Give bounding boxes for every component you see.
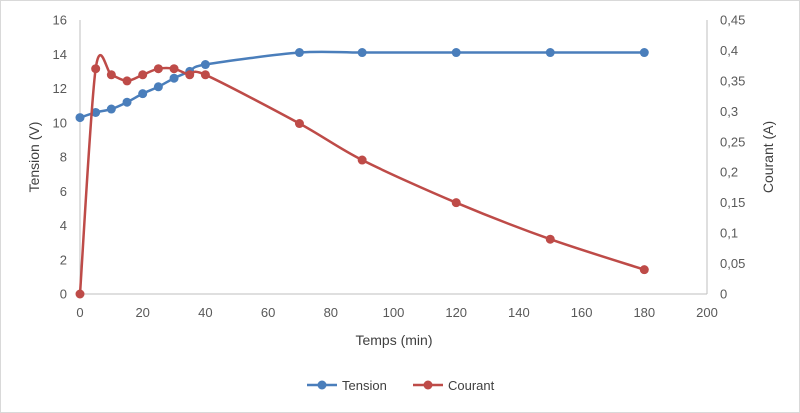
y2-tick-label: 0,25 (720, 134, 745, 149)
data-point-courant (153, 64, 163, 74)
x-tick-label: 180 (633, 305, 655, 320)
y-tick-label: 4 (60, 218, 67, 233)
x-tick-label: 80 (324, 305, 338, 320)
data-point-tension (106, 104, 116, 114)
y2-tick-label: 0 (720, 287, 727, 302)
series-courant (75, 54, 649, 299)
y2-tick-label: 0,45 (720, 13, 745, 28)
y2-axis-title: Courant (A) (760, 121, 776, 193)
legend-tension-marker (317, 380, 327, 390)
data-point-courant (169, 64, 179, 74)
x-tick-label: 160 (571, 305, 593, 320)
data-point-courant (185, 70, 195, 80)
x-tick-label: 0 (76, 305, 83, 320)
data-point-courant (451, 198, 461, 208)
y2-tick-label: 0,05 (720, 256, 745, 271)
data-point-courant (357, 155, 367, 165)
y-tick-label: 10 (53, 115, 67, 130)
axes: 0 20 40 60 80 100 120 140 160 180 2000246810121416… (53, 13, 746, 321)
x-axis-title: Temps (min) (355, 332, 432, 348)
data-point-tension (153, 82, 163, 92)
data-point-tension (169, 73, 179, 83)
y2-tick-label: 0,15 (720, 195, 745, 210)
series-layer (75, 48, 649, 299)
x-tick-label: 100 (383, 305, 405, 320)
legend-tension-label: Tension (342, 378, 387, 393)
y-tick-label: 16 (53, 13, 67, 28)
y-tick-label: 12 (53, 81, 67, 96)
data-point-courant (138, 70, 148, 80)
data-point-courant (106, 70, 116, 80)
data-point-courant (294, 119, 304, 129)
series-line-tension (79, 50, 645, 119)
y2-tick-label: 0,35 (720, 73, 745, 88)
data-point-tension (357, 48, 367, 58)
y2-tick-label: 0,1 (720, 226, 738, 241)
x-tick-label: 20 (135, 305, 149, 320)
y2-tick-label: 0,4 (720, 43, 738, 58)
data-point-courant (545, 234, 555, 244)
x-tick-label: 40 (198, 305, 212, 320)
legend-item-courant: Courant (413, 378, 495, 393)
data-point-tension (451, 48, 461, 58)
y-tick-label: 14 (53, 47, 67, 62)
data-point-tension (294, 48, 304, 58)
data-point-courant (75, 289, 85, 299)
y-axis-title: Tension (V) (26, 122, 42, 193)
data-point-tension (91, 107, 101, 117)
x-tick-label: 60 (261, 305, 275, 320)
x-tick-label: 120 (445, 305, 467, 320)
data-point-courant (91, 64, 101, 74)
x-tick-label: 200 (696, 305, 718, 320)
data-point-tension (122, 97, 132, 107)
legend-courant-label: Courant (448, 378, 495, 393)
legend-item-tension: Tension (307, 378, 387, 393)
legend-courant-marker (423, 380, 433, 390)
data-point-courant (200, 70, 210, 80)
data-point-tension (639, 48, 649, 58)
data-point-tension (75, 113, 85, 123)
series-line-courant (78, 54, 645, 295)
y-tick-label: 2 (60, 252, 67, 267)
data-point-tension (200, 60, 210, 70)
data-point-courant (639, 265, 649, 275)
y-tick-label: 6 (60, 184, 67, 199)
x-tick-label: 140 (508, 305, 530, 320)
legend: Tension Courant (307, 378, 495, 393)
y-tick-label: 0 (60, 287, 67, 302)
y2-tick-label: 0,3 (720, 104, 738, 119)
data-point-courant (122, 76, 132, 86)
y-tick-label: 8 (60, 150, 67, 165)
y2-tick-label: 0,2 (720, 165, 738, 180)
series-tension (75, 48, 649, 123)
data-point-tension (138, 89, 148, 99)
data-point-tension (545, 48, 555, 58)
